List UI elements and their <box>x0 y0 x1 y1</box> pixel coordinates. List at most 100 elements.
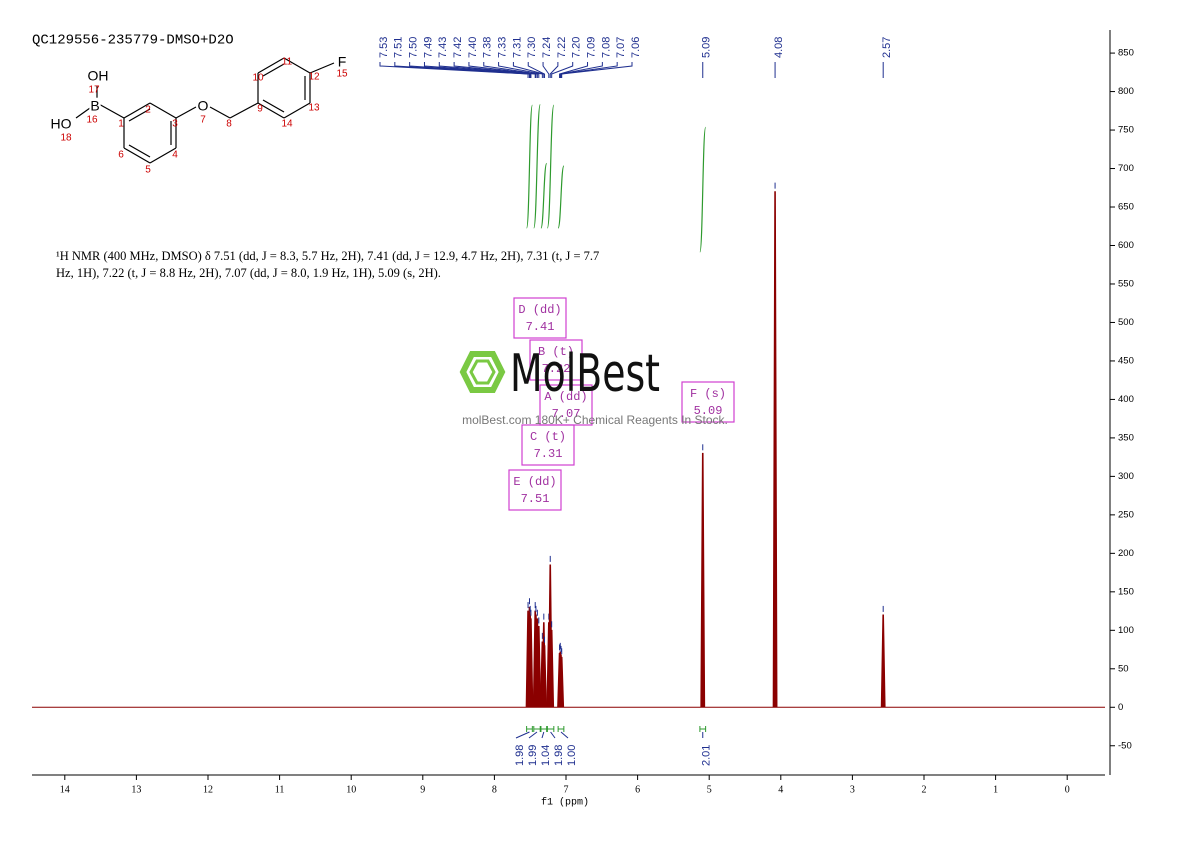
y-tick-label: 150 <box>1118 586 1134 597</box>
integral-connector <box>528 731 538 739</box>
multiplet-name: E (dd) <box>513 475 556 489</box>
multiplet-name: D (dd) <box>518 303 561 317</box>
multiplet-shift: 7.07 <box>552 407 581 421</box>
peak-label-connector <box>512 62 545 78</box>
watermark-tagline: molBest.com 180K+ Chemical Reagents In S… <box>462 413 728 427</box>
x-tick-label: 10 <box>346 784 356 795</box>
multiplet-shift: 7.51 <box>521 492 550 506</box>
atom-bg <box>49 115 73 132</box>
peak-label: 7.07 <box>615 37 627 58</box>
integral-bracket <box>533 726 541 732</box>
peak <box>700 452 706 708</box>
multiplet-box <box>513 297 567 339</box>
peak <box>772 191 778 708</box>
peak-label-connector <box>453 62 537 78</box>
x-tick-label: 13 <box>131 784 141 795</box>
atom-bg <box>196 97 210 114</box>
atom-label: 5 <box>145 165 151 176</box>
peak-label: 4.08 <box>773 37 785 58</box>
atom-label: 7 <box>200 115 206 126</box>
peak-label-connector <box>423 62 532 78</box>
x-tick-label: 6 <box>635 784 640 795</box>
y-tick-label: 400 <box>1118 394 1134 405</box>
peak-label-connector <box>559 62 603 78</box>
atom-bg <box>89 97 101 114</box>
atom-label: 14 <box>281 119 293 130</box>
peak-label-connector <box>498 62 543 78</box>
integral-connector <box>541 731 545 739</box>
peak-label-connector <box>551 62 574 78</box>
peak-label: 2.57 <box>881 37 893 58</box>
peak-label-connector <box>549 62 559 78</box>
peak-label-connector <box>438 62 536 78</box>
peak-label: 7.20 <box>571 37 583 58</box>
atom-label: F <box>338 54 347 70</box>
peak-label: 7.53 <box>378 37 390 58</box>
y-tick-label: 350 <box>1118 432 1134 443</box>
peak-label: 7.22 <box>556 37 568 58</box>
chart-title: QC129556-235779-DMSO+D2O <box>32 33 234 49</box>
atom-label: 6 <box>118 150 124 161</box>
x-tick-label: 3 <box>850 784 855 795</box>
peak-label: 7.06 <box>630 37 642 58</box>
atom-label: 1 <box>118 119 124 130</box>
peak-label-connector <box>559 62 589 78</box>
y-tick-label: 600 <box>1118 240 1134 251</box>
peak-label: 7.50 <box>408 37 420 58</box>
peak-label: 7.24 <box>541 37 553 58</box>
atom-label: 2 <box>145 105 151 116</box>
integral-curve <box>533 104 541 229</box>
peak-label-connector <box>561 62 633 78</box>
x-tick-label: 9 <box>420 784 425 795</box>
x-tick-label: 5 <box>707 784 712 795</box>
peak-label: 7.49 <box>422 37 434 58</box>
peak <box>528 618 534 708</box>
integral-curve <box>699 126 707 253</box>
x-tick-label: 4 <box>778 784 783 795</box>
peak-label: 5.09 <box>701 37 713 58</box>
y-tick-label: 0 <box>1118 702 1123 713</box>
integral-bracket <box>699 726 707 732</box>
watermark: MolBest molBest.com 180K+ Chemical Reage… <box>459 344 728 427</box>
atom-label: O <box>198 98 209 114</box>
peak-label: 7.40 <box>467 37 479 58</box>
peak-label-connector <box>542 62 550 78</box>
multiplet-shift: 7.31 <box>534 447 563 461</box>
peak-label: 7.30 <box>526 37 538 58</box>
integral-label: 2.01 <box>701 745 713 766</box>
peak <box>542 645 547 708</box>
peak-label: 7.51 <box>393 37 405 58</box>
peak-label: 7.33 <box>496 37 508 58</box>
peak-label: 7.08 <box>600 37 612 58</box>
atom-label: OH <box>88 68 109 84</box>
atom-label: 3 <box>172 119 178 130</box>
peak-label-connector <box>394 62 530 78</box>
peak-label: 7.43 <box>437 37 449 58</box>
integral-label: 1.04 <box>540 745 552 766</box>
x-tick-label: 0 <box>1065 784 1070 795</box>
y-tick-label: -50 <box>1118 740 1132 751</box>
integral-curve <box>540 162 548 229</box>
peak <box>880 614 886 708</box>
atom-label: 8 <box>226 119 232 130</box>
atom-label: 17 <box>88 85 100 96</box>
multiplet-name: F (s) <box>690 387 726 401</box>
multiplet-box <box>521 424 575 466</box>
y-tick-label: 550 <box>1118 278 1134 289</box>
y-tick-label: 700 <box>1118 163 1134 174</box>
multiplet-shift: 7.22 <box>542 362 571 376</box>
integral-label: 1.00 <box>566 745 578 766</box>
x-tick-label: 7 <box>564 784 569 795</box>
integral-curve <box>557 165 565 229</box>
atom-bg <box>336 53 348 70</box>
x-tick-label: 2 <box>922 784 927 795</box>
y-tick-label: 450 <box>1118 355 1134 366</box>
atom-label: 13 <box>308 103 320 114</box>
x-axis-label: f1 (ppm) <box>541 797 589 809</box>
integral-curve <box>526 104 533 229</box>
multiplet-name: A (dd) <box>544 390 587 404</box>
y-tick-label: 50 <box>1118 663 1129 674</box>
y-tick-label: 500 <box>1118 317 1134 328</box>
peak-label-connector <box>468 62 538 78</box>
